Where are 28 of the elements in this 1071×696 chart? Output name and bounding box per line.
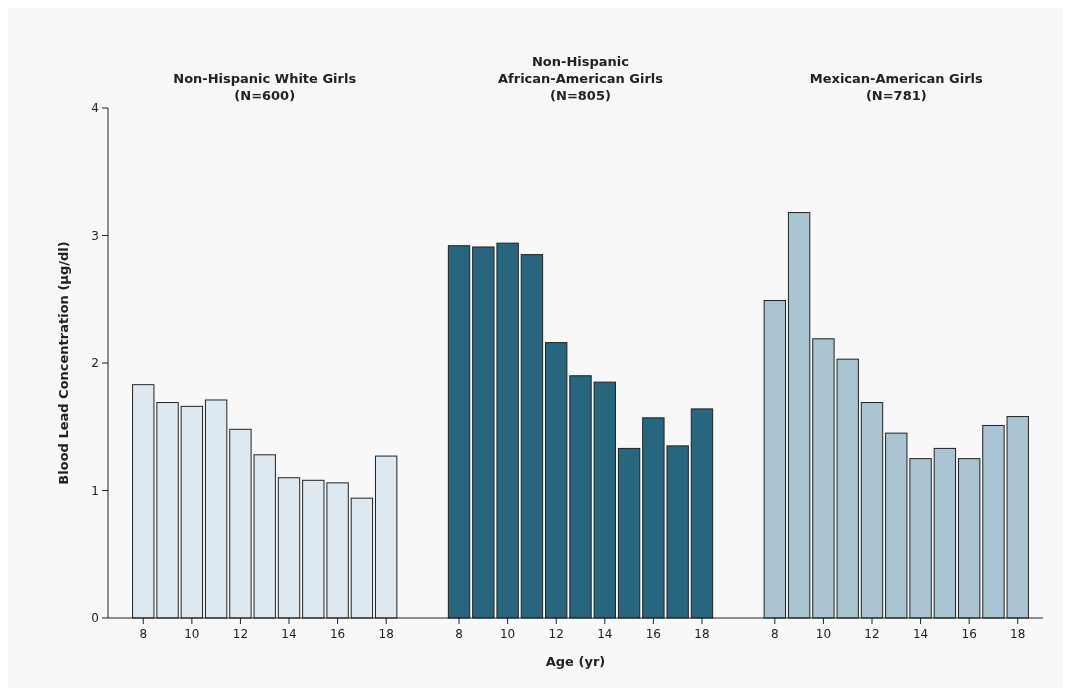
x-tick-label: 18 [1010, 627, 1026, 641]
y-tick-label: 2 [91, 356, 99, 371]
x-tick-label: 12 [232, 627, 249, 641]
x-tick-label: 10 [499, 627, 516, 641]
x-tick-label: 10 [184, 627, 200, 641]
x-tick-label: 14 [597, 627, 613, 641]
y-axis-title: Blood Lead Concentration (µg/dl) [56, 241, 71, 485]
x-tick-label: 18 [378, 627, 394, 641]
y-tick-label: 1 [91, 483, 99, 498]
y-tick-label: 3 [91, 228, 99, 243]
y-tick-label: 4 [91, 101, 99, 116]
x-tick-label: 12 [548, 627, 564, 641]
x-tick-label: 16 [329, 627, 346, 641]
text: Mexican-American Girls (N=781) [809, 71, 984, 103]
x-tick-label: 16 [961, 627, 977, 641]
text: Non-Hispanic White Girls (N=600) [173, 71, 357, 103]
x-tick-label: 8 [139, 627, 148, 641]
x-tick-label: 12 [864, 627, 880, 641]
x-tick-label: 16 [645, 627, 662, 641]
x-tick-label: 8 [771, 627, 779, 641]
x-tick-label: 8 [455, 627, 463, 641]
y-tick-label: 0 [91, 611, 99, 626]
x-tick-label: 14 [912, 627, 929, 641]
x-tick-label: 14 [281, 627, 297, 641]
x-axis-title: Age (yr) [545, 654, 606, 669]
x-tick-label: 18 [694, 627, 710, 641]
text: Non-Hispanic African-American Girls (N=805) [498, 54, 664, 103]
x-tick-label: 10 [815, 627, 832, 641]
